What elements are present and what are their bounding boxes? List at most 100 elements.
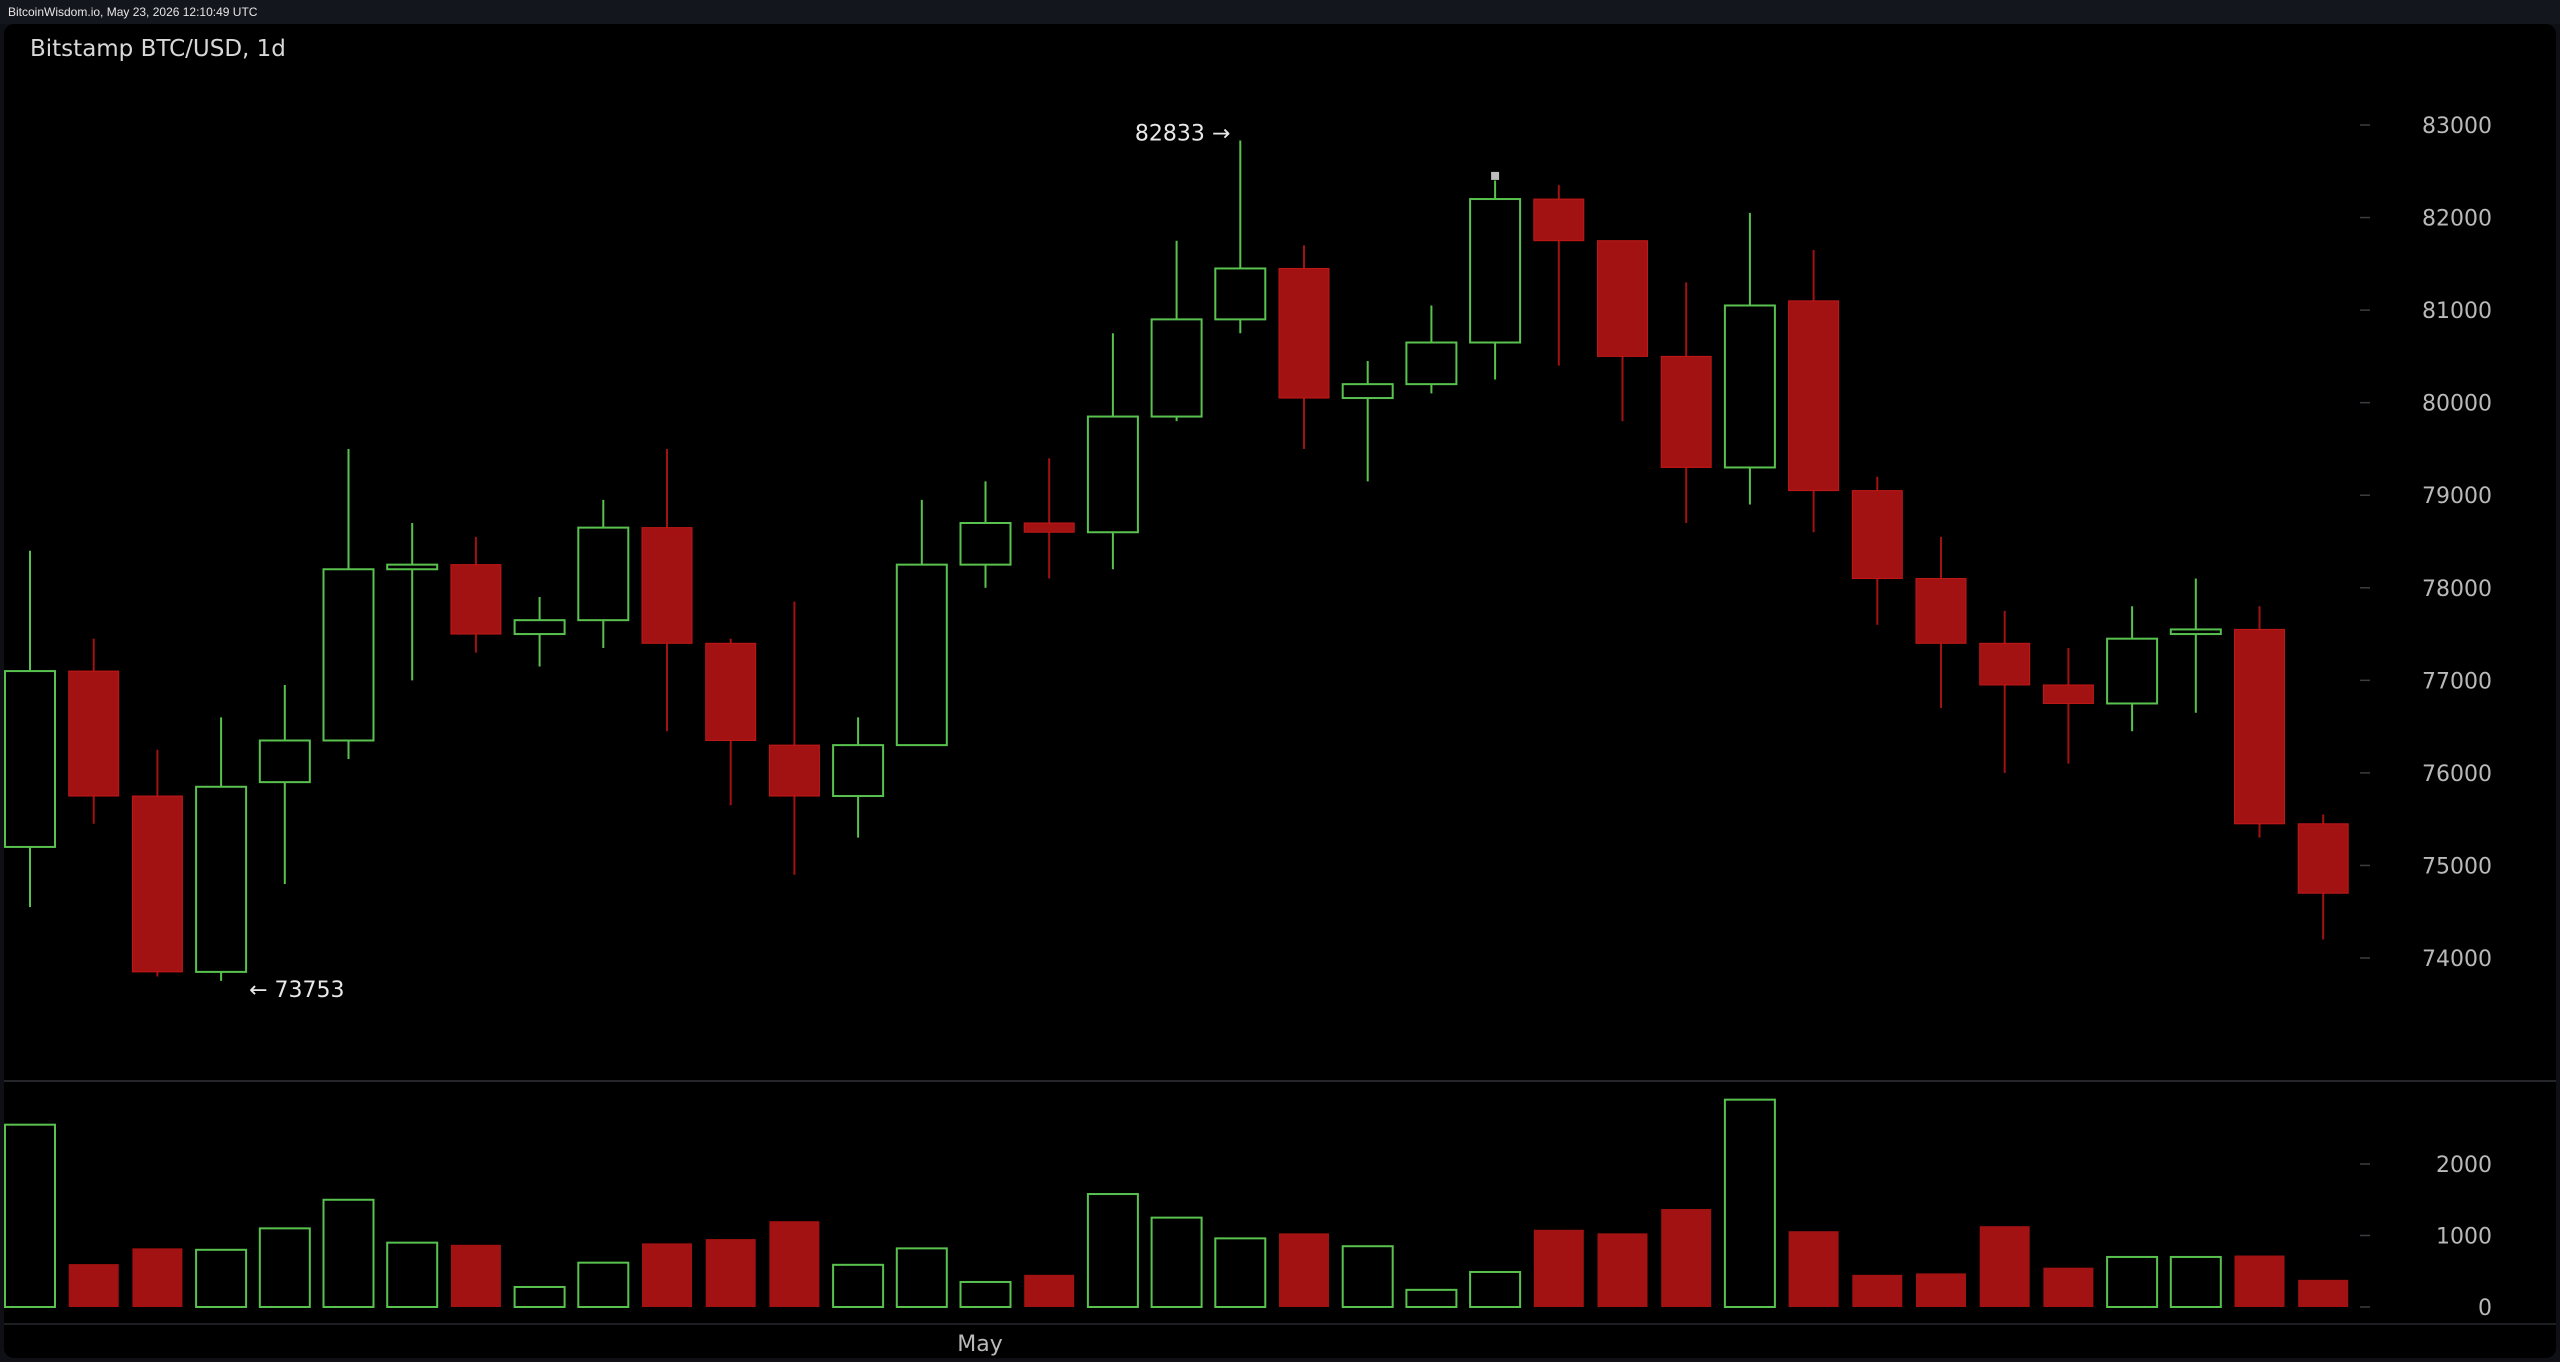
- candle-body[interactable]: [1150, 318, 1203, 418]
- volume-bar[interactable]: [1661, 1209, 1712, 1307]
- volume-bar[interactable]: [2043, 1267, 2094, 1307]
- volume-bar[interactable]: [4, 1123, 56, 1309]
- axis-layer: 74000 75000 76000 77000 78000 79000 80000 81000…: [2360, 114, 2492, 1321]
- volume-bar[interactable]: [769, 1221, 820, 1307]
- candle-body[interactable]: [450, 564, 502, 635]
- volume-bar[interactable]: [1597, 1233, 1648, 1307]
- candle-body[interactable]: [1469, 198, 1522, 344]
- candle-body[interactable]: [577, 526, 630, 622]
- candle-body[interactable]: [1851, 490, 1903, 580]
- volume-bar[interactable]: [1405, 1288, 1458, 1308]
- candle-body[interactable]: [195, 785, 248, 973]
- candle-body[interactable]: [1915, 578, 1967, 644]
- y-tick-label: 83000: [2422, 114, 2492, 139]
- volume-bar[interactable]: [1788, 1231, 1839, 1307]
- candle-body[interactable]: [1979, 642, 2031, 686]
- candle-body[interactable]: [2042, 684, 2094, 704]
- candle-body[interactable]: [1788, 300, 1840, 492]
- candle-body[interactable]: [1597, 240, 1648, 357]
- volume-bar[interactable]: [513, 1285, 566, 1308]
- volume-bar[interactable]: [1214, 1237, 1267, 1308]
- volume-bar[interactable]: [258, 1227, 311, 1308]
- candle-body[interactable]: [1405, 341, 1458, 386]
- x-tick-label: May: [957, 1332, 1002, 1357]
- candle-body[interactable]: [832, 744, 885, 798]
- candle-body[interactable]: [4, 670, 56, 848]
- volume-bar[interactable]: [895, 1247, 948, 1308]
- candle-body[interactable]: [1723, 304, 1776, 469]
- y-tick-label: 75000: [2422, 854, 2492, 879]
- candles-layer: [4, 140, 2349, 981]
- y-tick-label: 77000: [2422, 669, 2492, 694]
- y-tick-label: 81000: [2422, 299, 2492, 324]
- volume-bar[interactable]: [1533, 1229, 1584, 1307]
- volume-bar[interactable]: [1086, 1193, 1139, 1309]
- volume-bar[interactable]: [1469, 1270, 1522, 1308]
- candle-body[interactable]: [386, 563, 439, 571]
- candle-body[interactable]: [895, 563, 948, 747]
- low-annotation: ← 73753: [249, 978, 344, 1003]
- y-tick-label: 79000: [2422, 484, 2492, 509]
- volume-bar[interactable]: [577, 1261, 630, 1309]
- candle-body[interactable]: [705, 642, 757, 741]
- candle-body[interactable]: [2169, 628, 2222, 636]
- volume-bar[interactable]: [1852, 1274, 1903, 1307]
- volume-bar[interactable]: [1341, 1245, 1394, 1308]
- volume-bar[interactable]: [1723, 1098, 1776, 1309]
- volume-tick-label: 2000: [2436, 1153, 2492, 1178]
- y-tick-label: 82000: [2422, 207, 2492, 232]
- candle-body[interactable]: [2297, 823, 2349, 894]
- y-tick-label: 78000: [2422, 577, 2492, 602]
- volume-bar[interactable]: [450, 1244, 501, 1307]
- volume-bar[interactable]: [2169, 1255, 2222, 1308]
- candle-body[interactable]: [131, 795, 183, 973]
- chart-title: Bitstamp BTC/USD, 1d: [30, 36, 286, 62]
- candle-body[interactable]: [1341, 383, 1394, 400]
- candle-body[interactable]: [768, 744, 820, 797]
- volume-bar[interactable]: [68, 1264, 119, 1307]
- volume-bar[interactable]: [1150, 1216, 1203, 1308]
- volume-bar[interactable]: [2234, 1255, 2285, 1307]
- candle-body[interactable]: [1278, 267, 1330, 399]
- candle-body[interactable]: [1533, 198, 1585, 242]
- marker-square: [1491, 171, 1500, 180]
- volume-bar[interactable]: [1916, 1273, 1966, 1307]
- volume-tick-label: 0: [2478, 1296, 2492, 1321]
- y-tick-label: 74000: [2422, 947, 2492, 972]
- top-bar-title: BitcoinWisdom.io, May 23, 2026 12:10:49 …: [0, 0, 2560, 24]
- volume-bar[interactable]: [1279, 1233, 1329, 1307]
- volume-bar[interactable]: [322, 1198, 375, 1308]
- volume-bar[interactable]: [1979, 1226, 2030, 1307]
- annotations-layer: 82833 → ← 73753: [249, 121, 1230, 1002]
- volume-bar[interactable]: [705, 1239, 756, 1307]
- candlestick-chart[interactable]: 74000 75000 76000 77000 78000 79000 80000 81000…: [4, 24, 2556, 1358]
- candle-body[interactable]: [1023, 522, 1075, 533]
- candle-body[interactable]: [258, 739, 311, 784]
- candle-body[interactable]: [1086, 415, 1139, 534]
- volume-bar[interactable]: [959, 1280, 1012, 1308]
- volume-bar[interactable]: [195, 1248, 248, 1309]
- volume-layer: [4, 1098, 2349, 1309]
- volume-bar[interactable]: [832, 1263, 885, 1308]
- candle-body[interactable]: [2106, 637, 2159, 705]
- candle-body[interactable]: [641, 527, 693, 644]
- volume-bar[interactable]: [2106, 1255, 2159, 1308]
- candle-body[interactable]: [1214, 267, 1267, 321]
- candle-body[interactable]: [513, 619, 566, 636]
- candle-body[interactable]: [959, 521, 1012, 566]
- volume-bar[interactable]: [2298, 1279, 2349, 1307]
- volume-bar[interactable]: [642, 1243, 692, 1307]
- grid-layer: [4, 1080, 2556, 1325]
- candle-body[interactable]: [68, 670, 120, 797]
- volume-bar[interactable]: [386, 1241, 439, 1309]
- candle-body[interactable]: [322, 568, 375, 742]
- candle-body[interactable]: [1660, 355, 1712, 468]
- volume-tick-label: 1000: [2436, 1225, 2492, 1250]
- candle-body[interactable]: [2234, 628, 2285, 825]
- volume-bar[interactable]: [132, 1248, 183, 1307]
- y-tick-label: 76000: [2422, 762, 2492, 787]
- chart-panel: 74000 75000 76000 77000 78000 79000 80000 81000…: [4, 24, 2556, 1358]
- volume-bar[interactable]: [1024, 1274, 1075, 1307]
- y-tick-label: 80000: [2422, 392, 2492, 417]
- high-annotation: 82833 →: [1135, 121, 1230, 146]
